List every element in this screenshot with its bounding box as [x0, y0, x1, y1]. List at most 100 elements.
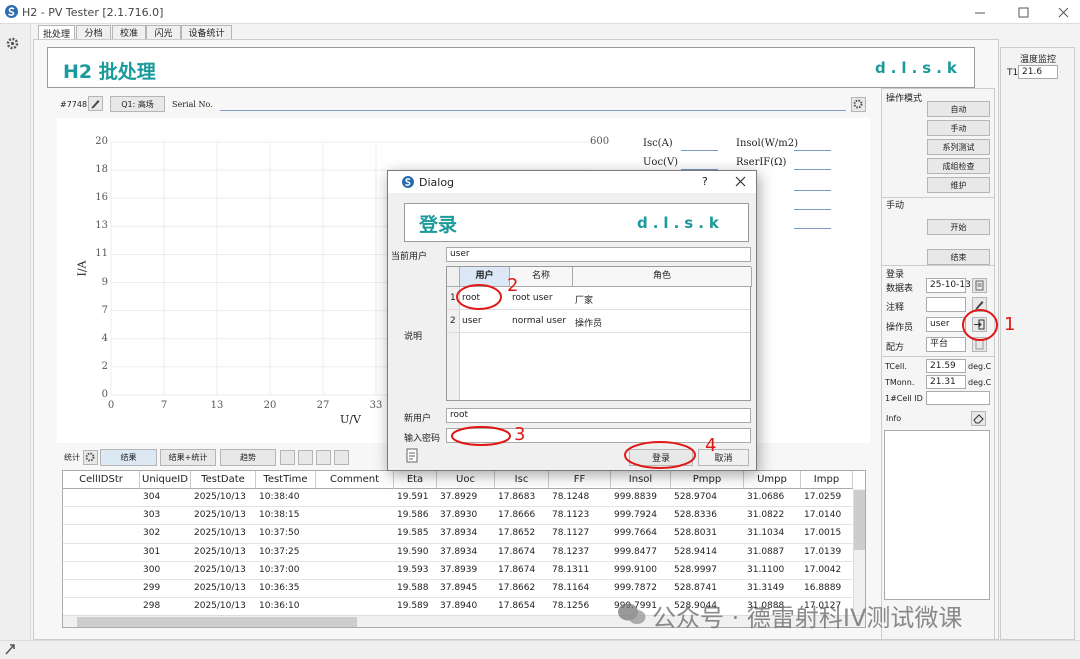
y2-tick-label: 600 — [590, 136, 610, 147]
table-cell: 999.7991 — [614, 601, 657, 612]
start-button[interactable]: 开始 — [927, 219, 990, 235]
temperature-panel — [1000, 47, 1075, 640]
table-cell: 37.8934 — [440, 528, 478, 539]
tmonn-value[interactable]: 21.31 — [926, 375, 966, 389]
table-cell: 298 — [143, 601, 161, 612]
y-tick-label: 2 — [101, 360, 108, 372]
user-column-header[interactable]: 角色 — [573, 267, 752, 287]
tool-icon[interactable] — [298, 450, 313, 465]
serial-settings[interactable] — [851, 97, 866, 112]
info-box[interactable] — [884, 430, 990, 600]
separator — [882, 356, 994, 357]
dialog-doc-icon — [406, 448, 418, 463]
scroll-thumb[interactable] — [77, 617, 357, 627]
tool-icon[interactable] — [316, 450, 331, 465]
table-cell: 303 — [143, 510, 161, 521]
login-dialog: Dialog? 登录 d.l.s.k 当前用户 user 用户 名称 角色 1 root root … — [387, 170, 757, 471]
user-row[interactable] — [447, 310, 750, 333]
end-button[interactable]: 结束 — [927, 249, 990, 265]
login-title: 登录 — [886, 270, 905, 280]
table-cell: 17.8654 — [498, 601, 536, 612]
tcell-value[interactable]: 21.59 — [926, 359, 966, 373]
cancel-button[interactable]: 取消 — [698, 449, 749, 466]
table-cell: 17.0015 — [804, 528, 842, 539]
annotation-number: 2 — [507, 275, 519, 296]
q1-button[interactable]: Q1: 高场 — [110, 96, 165, 112]
mode-button[interactable]: 自动 — [927, 101, 990, 117]
header-brand: d.l.s.k — [875, 59, 962, 77]
temp-value[interactable]: 21.6 — [1018, 65, 1058, 79]
serial-settings-glyph — [853, 99, 863, 109]
mode-button[interactable]: 成组检查 — [927, 158, 990, 174]
y-tick-label: 16 — [95, 192, 108, 204]
column-header[interactable]: UniqueID — [140, 471, 191, 489]
current-user-input[interactable]: user — [446, 247, 751, 262]
user-row[interactable] — [447, 287, 750, 310]
table-cell: 78.1127 — [552, 528, 590, 539]
table-cell: 304 — [143, 492, 161, 502]
user-column-header[interactable]: 用户 — [460, 267, 510, 287]
mode-button[interactable]: 手动 — [927, 120, 990, 136]
mode-button[interactable]: 系列测试 — [927, 139, 990, 155]
column-header[interactable]: Isc — [495, 471, 549, 489]
column-header[interactable]: TestTime — [256, 471, 316, 489]
y-tick-label: 20 — [95, 136, 108, 147]
description-label: 说明 — [404, 332, 423, 342]
operator-input[interactable]: user — [926, 317, 966, 332]
column-header[interactable]: Eta — [394, 471, 437, 489]
statistics-settings[interactable] — [83, 450, 98, 465]
column-header[interactable]: Impp — [801, 471, 853, 489]
dialog-header-title: 登录 — [419, 214, 458, 236]
ok-button[interactable]: 登录 — [629, 449, 693, 466]
table-cell: 2025/10/13 — [194, 528, 246, 539]
table-cell: 528.9704 — [674, 492, 717, 502]
table-cell: 10:38:15 — [259, 510, 300, 521]
serial-input[interactable] — [220, 98, 846, 111]
dialog-help[interactable]: ? — [702, 175, 708, 188]
table-cell: 2025/10/13 — [194, 510, 246, 521]
parameter-label: Uoc(V) — [643, 157, 679, 168]
cell-id-input[interactable] — [926, 391, 990, 405]
edit-button[interactable] — [88, 96, 103, 111]
datasheet-input[interactable]: 25-10-13 — [926, 278, 971, 293]
table-cell: 19.590 — [397, 546, 429, 557]
column-header[interactable]: FF — [549, 471, 611, 489]
result-tab[interactable]: 结果+统计 — [160, 449, 216, 466]
table-cell: 17.0139 — [804, 546, 842, 557]
password-input[interactable] — [446, 428, 751, 443]
temp-title: 温度监控 — [1020, 55, 1057, 65]
table-cell: 17.8666 — [498, 510, 536, 521]
note-button[interactable] — [972, 297, 987, 312]
column-header[interactable]: Umpp — [744, 471, 801, 489]
settings-icon — [6, 37, 19, 50]
table-row — [63, 544, 853, 562]
column-header[interactable]: TestDate — [191, 471, 256, 489]
note-input[interactable] — [926, 297, 966, 312]
datasheet-button-glyph — [975, 280, 984, 291]
tool-icon[interactable] — [280, 450, 295, 465]
table-cell: 37.8929 — [440, 492, 478, 502]
x-tick-label: 0 — [107, 400, 115, 411]
datasheet-button[interactable] — [972, 278, 987, 293]
column-header[interactable]: Pmpp — [671, 471, 744, 489]
table-cell: 10:38:40 — [259, 492, 300, 502]
user-column-header[interactable]: 名称 — [510, 267, 573, 287]
clear-info-button[interactable] — [971, 411, 986, 426]
column-header[interactable]: Insol — [611, 471, 671, 489]
column-header[interactable]: Uoc — [437, 471, 495, 489]
table-cell: 19.589 — [397, 601, 429, 612]
tool-icon[interactable] — [334, 450, 349, 465]
login-button[interactable] — [972, 317, 987, 332]
column-header[interactable]: Comment — [316, 471, 394, 489]
result-tab[interactable]: 趋势 — [220, 449, 276, 466]
column-header[interactable]: CellIDStr — [63, 471, 140, 489]
mode-button[interactable]: 维护 — [927, 177, 990, 193]
recipe-input[interactable]: 平台 — [926, 337, 966, 352]
x-tick-label: 27 — [316, 400, 330, 411]
scroll-thumb[interactable] — [854, 490, 865, 550]
status-icon — [5, 644, 15, 655]
new-user-input[interactable]: root — [446, 408, 751, 423]
result-tab[interactable]: 结果 — [100, 449, 157, 466]
tab[interactable]: 批处理 — [38, 25, 75, 40]
